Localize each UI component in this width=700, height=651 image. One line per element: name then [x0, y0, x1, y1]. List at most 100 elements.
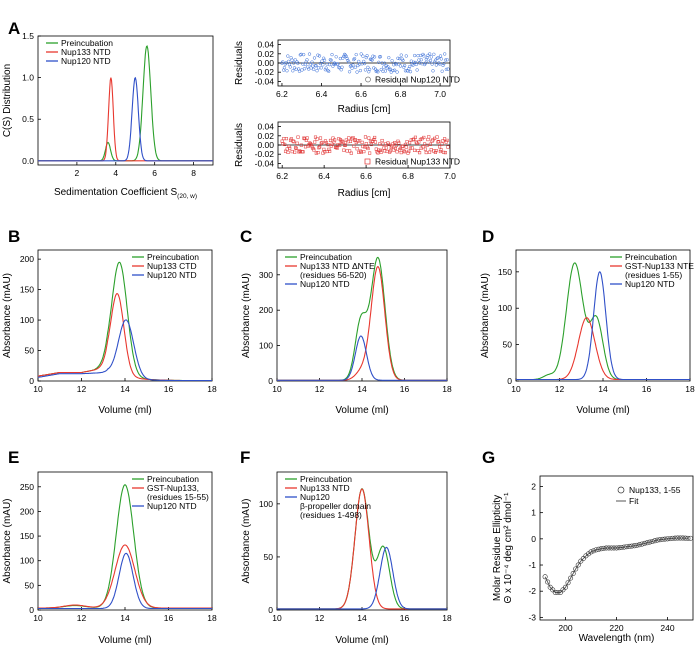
residual-point: [312, 56, 317, 60]
residual-point: [328, 58, 333, 62]
residual-point: [378, 148, 383, 152]
residual-point: [341, 56, 345, 60]
residual-point: [382, 146, 386, 150]
residual-point: [287, 144, 291, 149]
residual-point: [366, 146, 370, 151]
x-tick-label: 6.8: [402, 171, 414, 181]
residual-point: [431, 69, 435, 73]
residual-point: [432, 52, 436, 56]
legend-marker: [617, 486, 625, 494]
x-tick-label: 14: [598, 384, 608, 394]
residual-point: [320, 140, 324, 144]
y-tick-label: 0.04: [257, 40, 274, 50]
residual-point: [298, 53, 302, 57]
cd-point: [611, 545, 617, 551]
cd-point: [631, 543, 637, 549]
x-tick-label: 2: [75, 168, 80, 178]
residual-point: [291, 61, 296, 65]
legend-label: Preincubation: [147, 252, 199, 262]
residual-point: [380, 61, 384, 65]
y-axis-label-units: Θ x 10⁻⁴ deg cm² dmol⁻¹: [503, 492, 514, 604]
residual-point: [361, 54, 365, 58]
residual-point: [362, 61, 367, 66]
residual-point: [423, 147, 427, 151]
residual-point: [315, 69, 319, 73]
cd-point: [639, 541, 645, 547]
cd-point: [682, 535, 688, 541]
cd-point: [580, 555, 586, 561]
x-tick-label: 6.6: [355, 89, 367, 99]
series-lines: [38, 261, 212, 381]
residual-point: [380, 138, 384, 143]
residual-point: [323, 139, 328, 143]
residual-point: [385, 149, 389, 154]
legend-label: (residues 15-55): [147, 492, 209, 502]
residual-point: [313, 140, 317, 144]
residual-point: [317, 66, 321, 70]
residual-point: [394, 143, 398, 147]
residual-point: [411, 63, 415, 67]
cd-point: [619, 544, 625, 550]
residual-point: [442, 61, 446, 66]
x-axis-label: Wavelength (nm): [579, 633, 655, 644]
series-line: [38, 319, 212, 381]
residual-point: [421, 145, 425, 149]
residual-point: [428, 150, 432, 154]
x-tick-label: 10: [33, 613, 43, 623]
x-tick-label: 4: [113, 168, 118, 178]
residual-point: [376, 70, 380, 74]
residual-point: [379, 150, 383, 154]
y-tick-label: 0.02: [257, 49, 274, 59]
residual-point: [445, 58, 449, 62]
residual-point: [348, 139, 353, 144]
residual-point: [301, 150, 305, 154]
residual-point: [410, 146, 414, 150]
residual-point: [411, 138, 415, 142]
residual-point: [398, 148, 402, 152]
cd-point: [629, 543, 635, 549]
residual-point: [357, 62, 362, 66]
y-tick-label: 200: [20, 254, 34, 264]
residual-point: [344, 54, 348, 59]
residual-point: [375, 150, 379, 154]
residual-point: [324, 141, 328, 145]
residual-point: [293, 58, 297, 62]
residual-point: [364, 142, 368, 146]
residual-point: [396, 56, 400, 60]
y-tick-label: 50: [25, 346, 35, 356]
residual-point: [395, 70, 399, 74]
legend-label: Nup120 NTD: [625, 279, 675, 289]
x-tick-label: 6.6: [360, 171, 372, 181]
residual-point: [307, 52, 312, 56]
x-tick-label: 6.2: [276, 89, 288, 99]
cd-point: [664, 536, 670, 542]
cd-point: [601, 545, 607, 551]
legend-label: Nup120 NTD: [147, 270, 197, 280]
residual-point: [446, 145, 450, 149]
residual-point: [347, 70, 352, 74]
residual-point: [412, 60, 416, 64]
y-tick-label: 0.00: [257, 140, 274, 150]
residual-point: [403, 150, 407, 154]
fit-line: [544, 537, 688, 593]
residual-point: [348, 64, 353, 68]
residual-point: [322, 56, 326, 60]
residual-point: [426, 138, 430, 142]
residual-point: [405, 140, 409, 144]
residual-point: [366, 65, 370, 69]
x-axis-label: Sedimentation Coefficient S(20, w): [54, 187, 197, 200]
x-axis-label: Volume (ml): [335, 405, 388, 416]
x-axis-label: Radius [cm]: [338, 104, 391, 115]
y-tick-label: 300: [259, 270, 273, 280]
residual-point: [388, 67, 393, 71]
x-tick-label: 6.4: [316, 89, 328, 99]
cd-point: [596, 546, 602, 552]
cd-point: [545, 579, 551, 585]
residual-point: [296, 61, 300, 65]
residual-point: [408, 146, 412, 150]
residual-point: [402, 63, 407, 68]
x-tick-label: 14: [357, 384, 367, 394]
residual-point: [305, 58, 309, 62]
y-tick-label: 0.0: [22, 156, 34, 166]
